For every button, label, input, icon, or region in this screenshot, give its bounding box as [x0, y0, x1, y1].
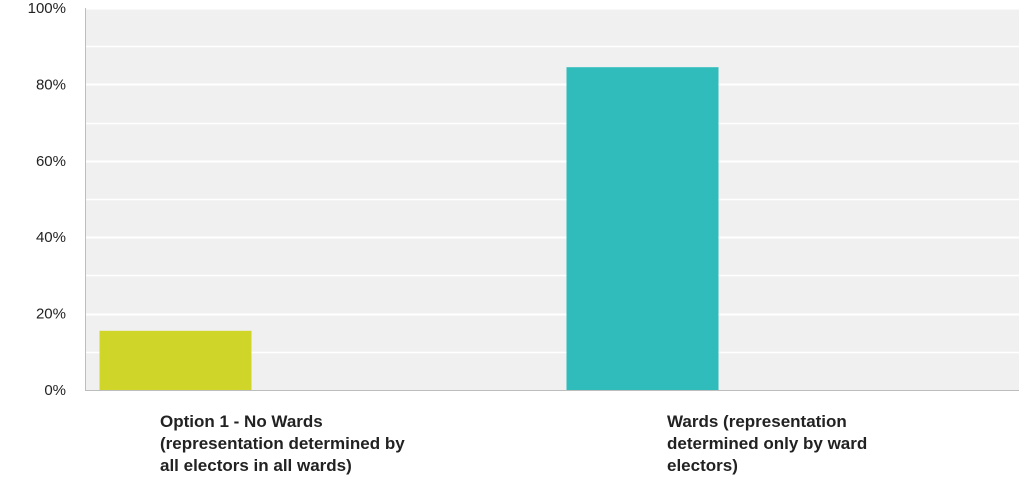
bar [566, 67, 719, 390]
bar [99, 330, 252, 390]
x-category-label: Wards (representation determined only by… [667, 412, 868, 475]
y-tick-label: 100% [28, 0, 66, 17]
y-tick-label: 60% [36, 153, 66, 170]
gridlines [85, 7, 1019, 354]
y-tick-labels: 0% 20% 40% 60% 80% 100% [28, 0, 66, 399]
y-tick-label: 80% [36, 76, 66, 93]
y-tick-label: 40% [36, 229, 66, 246]
y-tick-label: 20% [36, 306, 66, 323]
x-category-label: Option 1 - No Wards (representation dete… [160, 412, 405, 475]
y-tick-label: 0% [44, 382, 66, 399]
bars [99, 67, 719, 390]
